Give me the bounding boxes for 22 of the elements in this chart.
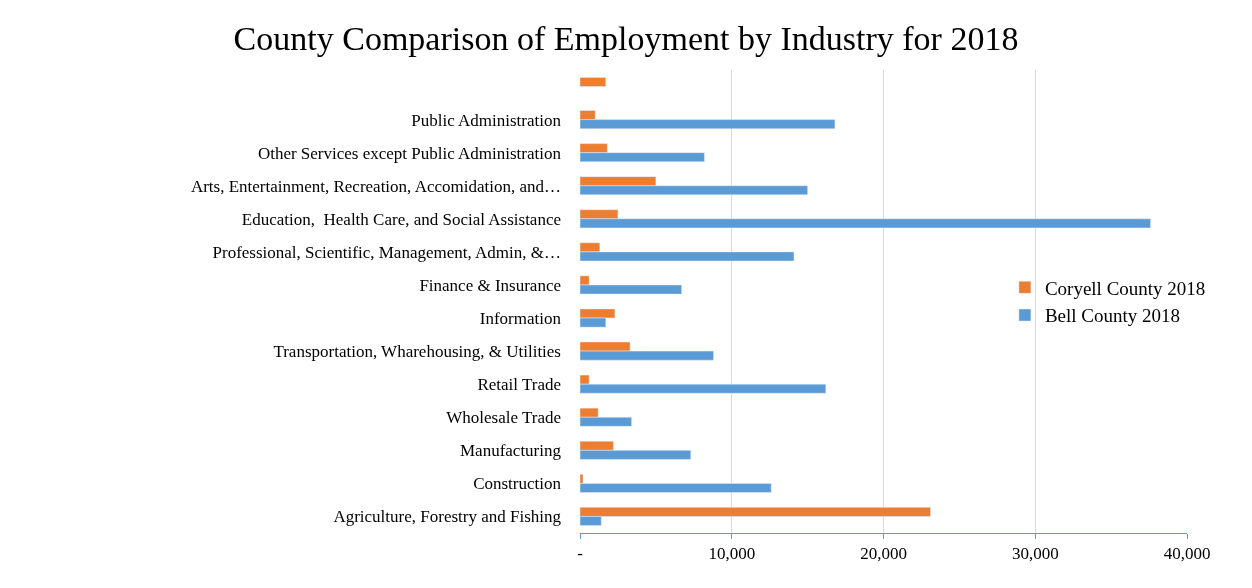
- chart-title: County Comparison of Employment by Industry for 2018: [233, 20, 1019, 58]
- x-tick-label: -: [577, 544, 584, 564]
- y-tick-label: Other Services except Public Administration: [257, 143, 562, 163]
- y-tick-label: Transportation, Wharehousing, & Utilities: [273, 342, 561, 362]
- x-tick-label: 30,000: [1011, 544, 1059, 564]
- y-tick-label: Retail Trade: [477, 375, 561, 395]
- y-tick-label: Agriculture, Forestry and Fishing: [333, 507, 562, 527]
- bar: [580, 77, 607, 87]
- y-tick-label: Arts, Entertainment, Recreation, Accomidation, and…: [190, 176, 561, 196]
- y-tick-label: Education, Health Care, and Social Assistance: [241, 209, 561, 229]
- y-tick-label: Construction: [473, 474, 562, 494]
- y-tick-label: Information: [479, 308, 562, 328]
- x-tick-label: 20,000: [860, 544, 907, 564]
- x-tick-label: 40,000: [1163, 544, 1211, 564]
- x-tick-label: 10,000: [708, 544, 756, 564]
- y-tick-label: Public Administration: [411, 110, 562, 130]
- y-tick-label: Wholesale Trade: [446, 408, 561, 428]
- y-tick-label: Finance & Insurance: [419, 275, 561, 295]
- y-tick-label: Professional, Scientific, Management, Admin, &…: [212, 242, 561, 262]
- legend-label: Coryell County 2018: [1044, 277, 1206, 299]
- y-tick-label: Manufacturing: [459, 441, 562, 461]
- legend-label: Bell County 2018: [1044, 305, 1181, 327]
